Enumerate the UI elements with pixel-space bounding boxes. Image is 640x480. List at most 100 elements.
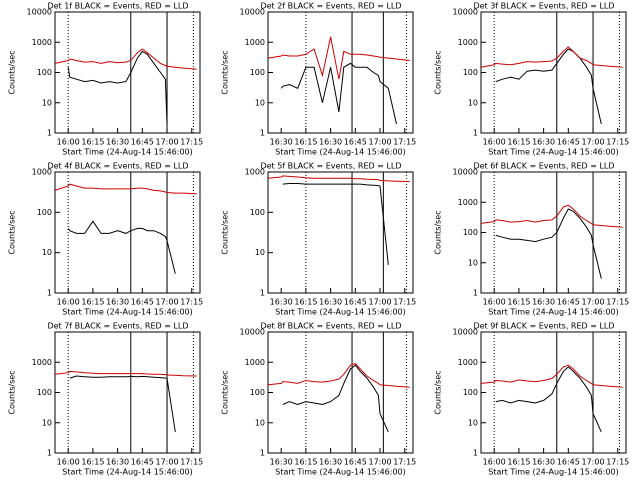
x-axis-label: Start Time (24-Aug-14 15:46:00)	[488, 308, 619, 317]
x-tick-label: 17:15	[606, 138, 629, 147]
x-tick-label: 17:00	[369, 458, 392, 467]
y-tick-label: 100	[250, 208, 265, 217]
x-tick-label: 16:30	[319, 458, 342, 467]
x-axis-label: Start Time (24-Aug-14 15:46:00)	[62, 148, 193, 157]
y-tick-label: 100	[463, 228, 478, 237]
x-tick-label: 16:00	[483, 458, 506, 467]
y-tick-label: 10	[468, 98, 478, 107]
y-tick-label: 1	[260, 289, 265, 298]
y-tick-label: 1	[47, 289, 52, 298]
series-line	[495, 208, 602, 279]
y-axis-label: Counts/sec	[221, 210, 230, 254]
y-tick-label: 10	[42, 98, 52, 107]
x-tick-label: 16:30	[270, 458, 293, 467]
x-tick-label: 16:30	[319, 298, 342, 307]
x-tick-label: 17:15	[606, 298, 629, 307]
y-tick-label: 10	[42, 418, 52, 427]
y-axis-label: Counts/sec	[221, 370, 230, 414]
x-axis-label: Start Time (24-Aug-14 15:46:00)	[488, 148, 619, 157]
plot-frame	[267, 171, 414, 294]
y-tick-label: 100	[463, 68, 478, 77]
x-tick-label: 16:45	[131, 458, 154, 467]
y-tick-label: 1	[473, 289, 478, 298]
series-line	[267, 36, 410, 80]
y-tick-label: 10	[255, 248, 265, 257]
x-axis-label: Start Time (24-Aug-14 15:46:00)	[488, 468, 619, 477]
x-tick-label: 16:00	[57, 298, 80, 307]
x-tick-label: 17:15	[180, 138, 203, 147]
y-tick-label: 1	[473, 129, 478, 138]
y-axis-label: Counts/sec	[8, 50, 17, 94]
x-tick-label: 16:30	[319, 138, 342, 147]
x-tick-label: 16:15	[507, 458, 530, 467]
x-tick-label: 16:00	[57, 458, 80, 467]
x-tick-label: 16:15	[81, 458, 104, 467]
y-tick-label: 1	[47, 449, 52, 458]
y-tick-label: 1000	[245, 358, 265, 367]
x-tick-label: 16:00	[483, 138, 506, 147]
y-axis-label: Counts/sec	[221, 50, 230, 94]
x-tick-label: 17:00	[582, 458, 605, 467]
series-line	[282, 183, 389, 265]
x-tick-label: 16:00	[483, 298, 506, 307]
y-tick-label: 1000	[458, 198, 478, 207]
x-axis-label: Start Time (24-Aug-14 15:46:00)	[62, 308, 193, 317]
x-tick-label: 16:45	[344, 298, 367, 307]
y-tick-label: 1	[47, 129, 52, 138]
y-axis-label: Counts/sec	[434, 370, 443, 414]
y-tick-label: 10000	[453, 328, 478, 337]
y-axis-label: Counts/sec	[434, 50, 443, 94]
x-tick-label: 17:15	[180, 298, 203, 307]
x-tick-label: 17:00	[156, 138, 179, 147]
y-tick-label: 10000	[240, 328, 265, 337]
chart-title: Det 4f BLACK = Events, RED = LLD	[47, 162, 188, 171]
x-tick-label: 16:30	[532, 298, 555, 307]
x-tick-label: 16:30	[106, 458, 129, 467]
y-tick-label: 1	[473, 449, 478, 458]
y-axis-label: Counts/sec	[8, 370, 17, 414]
y-tick-label: 1000	[32, 38, 52, 47]
x-tick-label: 16:45	[344, 458, 367, 467]
series-line	[69, 375, 176, 432]
series-line	[54, 370, 197, 377]
series-line	[67, 220, 176, 274]
x-tick-label: 16:15	[81, 298, 104, 307]
y-tick-label: 10000	[453, 8, 478, 17]
y-tick-label: 10	[468, 418, 478, 427]
y-tick-label: 1000	[245, 38, 265, 47]
y-tick-label: 100	[37, 208, 52, 217]
series-line	[480, 364, 623, 388]
x-tick-label: 16:15	[507, 298, 530, 307]
y-axis-label: Counts/sec	[434, 210, 443, 254]
y-tick-label: 10	[255, 98, 265, 107]
x-tick-label: 16:30	[532, 458, 555, 467]
y-tick-label: 1000	[32, 358, 52, 367]
x-tick-label: 17:15	[393, 138, 416, 147]
series-line	[280, 62, 397, 125]
x-tick-label: 16:15	[294, 298, 317, 307]
y-tick-label: 100	[37, 388, 52, 397]
series-line	[495, 48, 602, 125]
x-axis-label: Start Time (24-Aug-14 15:46:00)	[275, 148, 406, 157]
x-tick-label: 17:00	[156, 458, 179, 467]
y-tick-label: 10000	[453, 168, 478, 177]
x-tick-label: 17:00	[582, 298, 605, 307]
chart-title: Det 2f BLACK = Events, RED = LLD	[260, 2, 401, 11]
series-line	[282, 364, 389, 433]
chart-title: Det 6f BLACK = Events, RED = LLD	[473, 162, 614, 171]
x-tick-label: 16:45	[557, 298, 580, 307]
series-line	[267, 175, 410, 182]
y-tick-label: 1000	[32, 168, 52, 177]
x-tick-label: 16:30	[106, 298, 129, 307]
x-tick-label: 16:15	[294, 458, 317, 467]
y-tick-label: 10	[42, 248, 52, 257]
x-tick-label: 16:00	[57, 138, 80, 147]
y-tick-label: 10	[468, 258, 478, 267]
y-tick-label: 100	[37, 68, 52, 77]
x-tick-label: 16:15	[81, 138, 104, 147]
x-tick-label: 16:45	[131, 138, 154, 147]
plot-frame	[54, 171, 201, 294]
x-tick-label: 16:45	[344, 138, 367, 147]
x-tick-label: 16:45	[557, 138, 580, 147]
